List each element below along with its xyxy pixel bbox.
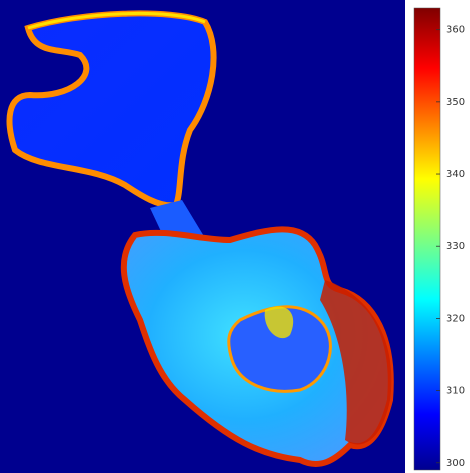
thermal-map: 300 310 320 330 340 350 360	[0, 0, 470, 473]
colorbar	[414, 8, 440, 470]
colorbar-tick-label: 340	[446, 169, 465, 180]
colorbar-tick-label: 330	[446, 241, 465, 252]
colorbar-tick-label: 360	[446, 25, 465, 36]
page: 300 310 320 330 340 350 360	[0, 0, 470, 473]
colorbar-tick-label: 310	[446, 386, 465, 397]
colorbar-tick-label: 350	[446, 97, 465, 108]
colorbar-tick-label: 320	[446, 313, 465, 324]
colorbar-tick-label: 300	[446, 458, 465, 469]
